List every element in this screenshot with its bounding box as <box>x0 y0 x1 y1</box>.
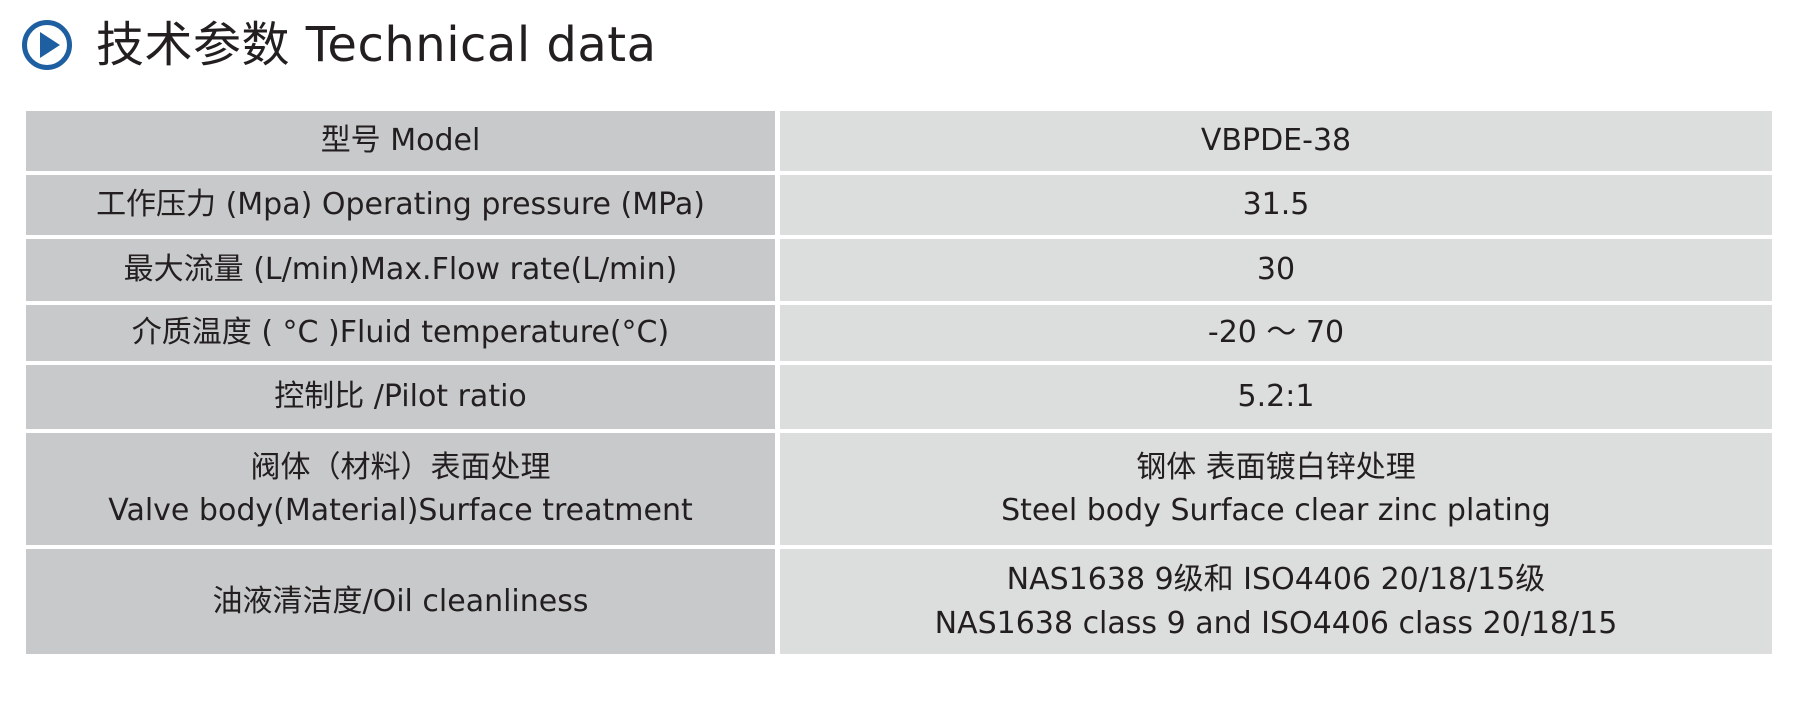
row-value-text: 30 <box>1256 252 1296 288</box>
section-header: 技术参数 Technical data <box>22 12 657 78</box>
table-row-oil-cleanliness: 油液清洁度/Oil cleanliness NAS1638 9级和 ISO440… <box>26 547 1772 654</box>
row-label-text: 最大流量 (L/min)Max.Flow rate(L/min) <box>123 252 678 288</box>
row-value-text: -20 ～ 70 <box>1207 315 1345 351</box>
row-value-text: Steel body Surface clear zinc plating <box>1001 493 1551 528</box>
play-circle-icon <box>22 20 72 70</box>
row-value-text: 钢体 表面镀白锌处理 <box>1136 449 1416 485</box>
row-label: 介质温度 ( °C )Fluid temperature(°C) <box>26 303 780 365</box>
section-title: 技术参数 Technical data <box>96 17 657 73</box>
row-value: 30 <box>777 237 1772 305</box>
row-value: 31.5 <box>777 173 1772 239</box>
row-value-text: 31.5 <box>1242 187 1310 223</box>
row-label: 控制比 /Pilot ratio <box>26 363 780 433</box>
row-label: 阀体（材料）表面处理 Valve body(Material)Surface t… <box>26 431 780 549</box>
row-label-text: 型号 Model <box>320 123 481 159</box>
row-value: 钢体 表面镀白锌处理 Steel body Surface clear zinc… <box>777 431 1772 549</box>
table-row-operating-pressure: 工作压力 (Mpa) Operating pressure (MPa) 31.5 <box>26 173 1772 239</box>
row-value: NAS1638 9级和 ISO4406 20/18/15级 NAS1638 cl… <box>777 547 1772 654</box>
row-label-text: Valve body(Material)Surface treatment <box>108 493 693 528</box>
table-row-fluid-temperature: 介质温度 ( °C )Fluid temperature(°C) -20 ～ 7… <box>26 303 1772 365</box>
row-label-text: 工作压力 (Mpa) Operating pressure (MPa) <box>96 187 705 223</box>
row-label-text: 阀体（材料）表面处理 <box>250 449 551 485</box>
row-label-text: 控制比 /Pilot ratio <box>274 379 527 415</box>
table-row-max-flow-rate: 最大流量 (L/min)Max.Flow rate(L/min) 30 <box>26 237 1772 305</box>
row-label: 型号 Model <box>26 111 780 175</box>
row-label: 工作压力 (Mpa) Operating pressure (MPa) <box>26 173 780 239</box>
technical-data-table: 型号 Model VBPDE-38 工作压力 (Mpa) Operating p… <box>26 111 1772 654</box>
row-label-text: 介质温度 ( °C )Fluid temperature(°C) <box>131 315 670 351</box>
row-value-text: 5.2:1 <box>1237 379 1315 415</box>
table-row-model: 型号 Model VBPDE-38 <box>26 111 1772 175</box>
row-value-text: NAS1638 class 9 and ISO4406 class 20/18/… <box>934 605 1618 641</box>
table-row-surface-treatment: 阀体（材料）表面处理 Valve body(Material)Surface t… <box>26 431 1772 549</box>
row-value-text: NAS1638 9级和 ISO4406 20/18/15级 <box>1006 562 1546 597</box>
row-label: 最大流量 (L/min)Max.Flow rate(L/min) <box>26 237 780 305</box>
row-label-text: 油液清洁度/Oil cleanliness <box>212 583 589 619</box>
row-label: 油液清洁度/Oil cleanliness <box>26 547 780 654</box>
row-value-text: VBPDE-38 <box>1200 123 1352 159</box>
row-value: 5.2:1 <box>777 363 1772 433</box>
row-value: VBPDE-38 <box>777 111 1772 175</box>
row-value: -20 ～ 70 <box>777 303 1772 365</box>
table-row-pilot-ratio: 控制比 /Pilot ratio 5.2:1 <box>26 363 1772 433</box>
